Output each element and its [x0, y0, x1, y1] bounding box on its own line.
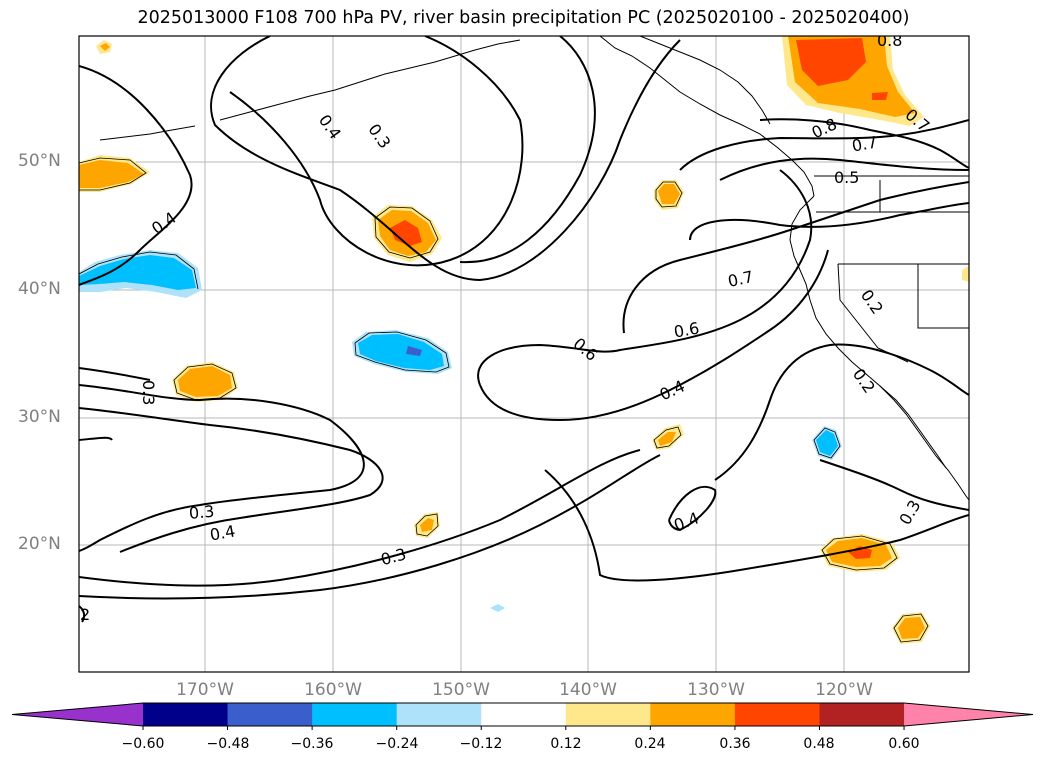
lon-label-150w: 150°W: [432, 680, 490, 700]
contour-label: 2: [80, 605, 90, 624]
lon-label-120w: 120°W: [815, 680, 873, 700]
lat-label-20n: 20°N: [18, 534, 61, 554]
precip-patch-ne: [872, 92, 888, 100]
precip-patch-small: [100, 43, 110, 51]
colorbar-tick-label: 0.60: [888, 736, 920, 752]
contour-label: 0.2: [849, 365, 879, 397]
na-west-coast: [789, 195, 969, 501]
state-borders: [816, 180, 969, 363]
map-panel: 0.8 0.4 0.3 0.8 0.7 0.7 0.5 0.4 0.7 0.2 …: [79, 31, 969, 672]
contour-label: 0.6: [672, 318, 700, 341]
contour-label: 0.4: [208, 521, 236, 544]
coastlines: [99, 36, 969, 501]
precip-patch-small: [658, 184, 680, 204]
precip-patch-155w: [390, 220, 422, 246]
contour-label: 0.5: [834, 168, 859, 187]
precip-patch-small: [420, 518, 434, 532]
colorbar-segment: [819, 703, 905, 726]
colorbar-segment: [565, 703, 651, 726]
lon-label-140w: 140°W: [559, 680, 617, 700]
precip-patch-small: [490, 604, 505, 612]
lat-label-30n: 30°N: [18, 407, 61, 427]
contour-label: 0.3: [188, 502, 215, 523]
precip-patch-small: [962, 266, 969, 282]
colorbar-segment: [904, 703, 1033, 726]
colorbar-tick-label: −0.48: [206, 736, 250, 752]
contour-label: 0.4: [315, 111, 345, 143]
colorbar-tick-label: −0.60: [121, 736, 165, 752]
contour-label: 0.8: [877, 31, 902, 50]
colorbar-tick-label: 0.48: [803, 736, 835, 752]
baja-california: [879, 385, 947, 469]
pv-contours: [79, 36, 969, 623]
alaska-coast: [599, 36, 815, 197]
contour-label: 0.3: [895, 497, 924, 529]
precip-patch-small: [816, 430, 838, 456]
contour-label: 0.4: [671, 508, 701, 535]
lon-label-130w: 130°W: [687, 680, 745, 700]
contour-label: 0.3: [139, 380, 158, 405]
precip-patch-ne: [796, 38, 866, 86]
contour-label: 0.3: [379, 544, 409, 569]
precip-shading: [79, 36, 969, 644]
colorbar-tick-label: −0.24: [375, 736, 419, 752]
precip-patch-153w: [406, 346, 422, 356]
colorbar-segment: [143, 703, 229, 726]
colorbar-tick-label: 0.36: [719, 736, 751, 752]
precip-patch-small: [658, 432, 676, 446]
precip-outlines: [79, 157, 929, 643]
aleutian-islands: [219, 39, 521, 121]
contour-label: 0.7: [726, 267, 755, 291]
contour-label: 0.3: [364, 120, 394, 152]
contour-label: 0.6: [570, 334, 602, 365]
map-frame: [78, 35, 970, 673]
colorbar-tick-label: 0.24: [634, 736, 666, 752]
contour-label: 0.7: [850, 132, 878, 155]
contour-label: 0.2: [857, 286, 887, 318]
colorbar-segment: [227, 703, 313, 726]
colorbar-segment: [312, 703, 398, 726]
colorbar-segment: [396, 703, 482, 726]
lat-label-40n: 40°N: [18, 279, 61, 299]
colorbar-tick-label: 0.12: [550, 736, 582, 752]
contour-label: 0.4: [657, 376, 688, 404]
precip-patch-40n-west: [79, 255, 196, 290]
lat-label-50n: 50°N: [18, 151, 61, 171]
precip-patch-170w: [178, 366, 232, 397]
aleutian-islands: [99, 125, 196, 141]
precip-patch-153w: [358, 334, 444, 370]
colorbar: [11, 702, 1034, 730]
precip-patch-small: [898, 617, 925, 639]
colorbar-tick-label: −0.36: [290, 736, 334, 752]
colorbar-segment: [12, 703, 143, 726]
lon-label-170w: 170°W: [176, 680, 234, 700]
lon-label-160w: 160°W: [304, 680, 362, 700]
colorbar-segment: [734, 703, 820, 726]
contour-label: 0.4: [148, 208, 180, 238]
map-title: 2025013000 F108 700 hPa PV, river basin …: [137, 8, 910, 28]
colorbar-tick-label: −0.12: [459, 736, 503, 752]
alaska-coast: [639, 36, 771, 125]
precip-patch-west: [79, 160, 144, 188]
colorbar-segment: [481, 703, 567, 726]
colorbar-segment: [650, 703, 736, 726]
